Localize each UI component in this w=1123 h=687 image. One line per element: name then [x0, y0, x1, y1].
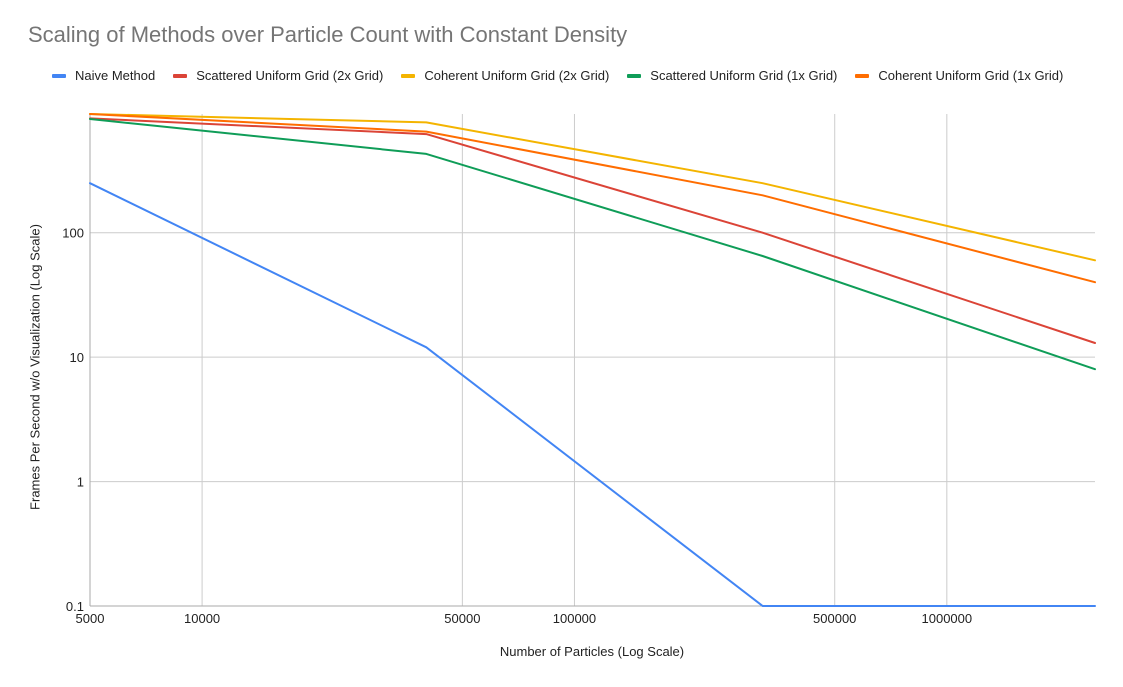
legend-label: Coherent Uniform Grid (2x Grid) [424, 68, 610, 83]
series-line-0 [89, 182, 1096, 607]
x-tick-label: 500000 [813, 611, 856, 626]
x-axis-label: Number of Particles (Log Scale) [499, 644, 685, 659]
legend-item-naive-method[interactable]: Naive Method [52, 68, 155, 83]
series-line-2 [89, 113, 1096, 262]
y-tick-label: 1 [77, 475, 84, 490]
legend-swatch [173, 73, 188, 78]
legend-swatch [52, 73, 66, 78]
x-tick-label: 10000 [184, 611, 220, 626]
legend-label: Coherent Uniform Grid (1x Grid) [878, 68, 1064, 83]
legend-item-coherent-2x[interactable]: Coherent Uniform Grid (2x Grid) [401, 68, 609, 83]
series-line-1 [89, 117, 1096, 344]
legend-swatch [855, 73, 870, 78]
legend-label: Scattered Uniform Grid (2x Grid) [196, 68, 384, 83]
legend-item-scattered-2x[interactable]: Scattered Uniform Grid (2x Grid) [173, 68, 383, 83]
legend-swatch [401, 73, 416, 78]
legend-item-scattered-1x[interactable]: Scattered Uniform Grid (1x Grid) [627, 68, 837, 83]
legend-item-coherent-1x[interactable]: Coherent Uniform Grid (1x Grid) [855, 68, 1063, 83]
y-tick-label: 10 [70, 350, 84, 365]
x-tick-label: 1000000 [922, 611, 973, 626]
x-tick-label: 5000 [76, 611, 105, 626]
series-line-3 [89, 118, 1096, 371]
chart-title: Scaling of Methods over Particle Count w… [28, 22, 628, 47]
y-tick-label: 100 [62, 226, 84, 241]
x-tick-label: 100000 [553, 611, 596, 626]
x-tick-label: 50000 [444, 611, 480, 626]
legend: Naive Method Scattered Uniform Grid (2x … [52, 68, 1081, 83]
series-line-4 [89, 113, 1096, 284]
legend-label: Scattered Uniform Grid (1x Grid) [650, 68, 838, 83]
legend-swatch [627, 73, 642, 78]
y-tick-label: 0.1 [66, 599, 84, 614]
legend-label: Naive Method [75, 68, 156, 83]
